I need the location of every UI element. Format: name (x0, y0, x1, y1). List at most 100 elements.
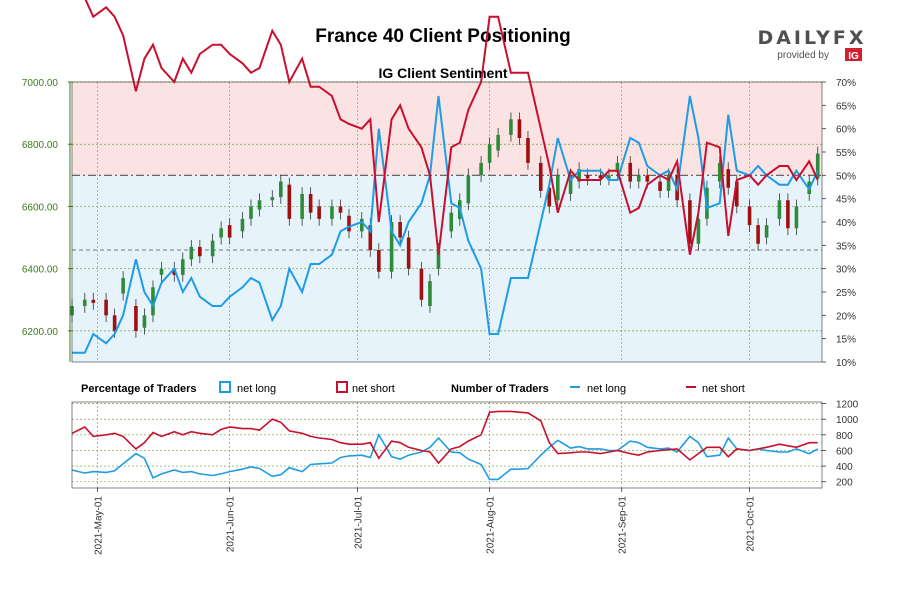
count-gridlines (72, 402, 822, 488)
candle-body (377, 250, 381, 272)
candle-body (526, 138, 530, 163)
legend-number-title: Number of Traders (451, 383, 549, 395)
price-tick-label: 6400.00 (22, 265, 59, 276)
legend-pct-long-label: net long (237, 383, 276, 395)
candle-body (406, 237, 411, 269)
legend-count-short-label: net short (702, 383, 745, 395)
chart-title: France 40 Client Positioning (315, 26, 571, 47)
candle-body (428, 281, 432, 306)
count-axis: 200 400 600 800 1000 1200 (822, 400, 859, 489)
candle-body (479, 162, 483, 176)
legend: Percentage of Traders net long net short… (81, 381, 745, 395)
candle-body (786, 200, 790, 229)
candle-body (717, 162, 722, 182)
candle-body (555, 175, 560, 201)
candle-body (172, 268, 177, 275)
percent-axis: 10% 15% 20% 25% 30% 35% 40% 45% 50% 55% 60% 65% 70% (822, 78, 856, 369)
candle-body (666, 175, 671, 191)
legend-pct-short-swatch-icon (336, 381, 348, 393)
candle-body (577, 169, 581, 182)
legend-pct-long-swatch-icon (219, 381, 231, 393)
pct-tick-label: 60% (836, 125, 856, 136)
candle-body (270, 197, 275, 201)
count-net-long-line (71, 432, 819, 481)
date-axis: 2021-May-01 2021-Jun-01 2021-Jul-01 2021-Au… (94, 488, 757, 555)
trader-count-panel: 200 400 600 800 1000 1200 (71, 400, 859, 489)
candle-body (227, 225, 232, 238)
candle-body (726, 169, 731, 188)
price-tick-label: 6600.00 (22, 202, 59, 213)
brand-provider: IG (848, 51, 859, 62)
candle-body (189, 246, 194, 260)
candle-body (645, 175, 650, 182)
price-tick-label: 6200.00 (22, 327, 59, 338)
candle-body (151, 287, 155, 316)
pct-net-long-line (72, 95, 819, 354)
candle-body (82, 299, 87, 306)
candle-body (389, 222, 394, 272)
legend-count-long-label: net long (587, 383, 626, 395)
bottom-panel-frame (71, 401, 823, 489)
brand-name: DAILYFX (757, 27, 866, 49)
price-tick-label: 6800.00 (22, 140, 59, 151)
candle-body (347, 215, 351, 232)
top-panel-frame (71, 81, 823, 363)
candle-body (317, 206, 321, 219)
candle-body (300, 194, 304, 219)
legend-percentage-title: Percentage of Traders (81, 383, 197, 395)
candle-body (734, 181, 739, 207)
candle-body (568, 175, 573, 194)
price-axis: 6200.00 6400.00 6600.00 6800.00 7000.00 (22, 78, 72, 362)
candle-body (330, 206, 334, 219)
pct-tick-label: 45% (836, 195, 856, 206)
candle-body (696, 218, 701, 244)
pct-tick-label: 40% (836, 218, 856, 229)
pct-tick-label: 30% (836, 265, 856, 276)
ig-logo-icon (845, 48, 862, 61)
candle-body (198, 246, 202, 257)
candle-body (279, 181, 283, 198)
count-tick-label: 1200 (836, 400, 859, 411)
candle-body (547, 187, 552, 207)
candle-body (219, 228, 223, 238)
brand-tagline: provided by (777, 50, 829, 61)
candle-body (121, 278, 125, 294)
count-tick-label: 600 (836, 446, 853, 457)
price-gridlines (72, 81, 822, 362)
dailyfx-logo: DAILYFX provided by IG (757, 27, 866, 62)
candle-body (112, 315, 117, 331)
candle-body (615, 162, 620, 173)
price-tick-label: 7000.00 (22, 78, 59, 89)
count-tick-label: 200 (836, 478, 853, 489)
candle-body (338, 206, 343, 213)
date-tick-label: 2021-May-01 (94, 496, 105, 555)
candle-body (257, 200, 262, 210)
candle-body (134, 306, 138, 331)
candle-body (308, 194, 313, 213)
candle-body (240, 218, 245, 232)
candle-body (777, 200, 782, 219)
pct-tick-label: 35% (836, 241, 856, 252)
candle-body (91, 299, 96, 303)
candle-body (398, 222, 402, 238)
candle-body (764, 225, 769, 238)
candle-body (628, 162, 633, 182)
count-tick-label: 400 (836, 462, 853, 473)
pct-tick-label: 25% (836, 288, 856, 299)
date-tick-label: 2021-Aug-01 (486, 496, 497, 554)
candle-body (180, 259, 185, 275)
candle-body (487, 144, 492, 163)
candle-body (436, 250, 441, 269)
pct-tick-label: 70% (836, 78, 856, 89)
date-tick-label: 2021-Oct-01 (746, 496, 757, 552)
candle-body (449, 212, 454, 232)
candle-body (794, 206, 799, 229)
candle-body (249, 206, 253, 219)
candle-body (509, 119, 513, 135)
candle-body (598, 175, 603, 179)
candle-body (419, 268, 424, 300)
candle-body (756, 225, 760, 244)
candle-body (359, 218, 364, 232)
candle-body (607, 175, 611, 179)
